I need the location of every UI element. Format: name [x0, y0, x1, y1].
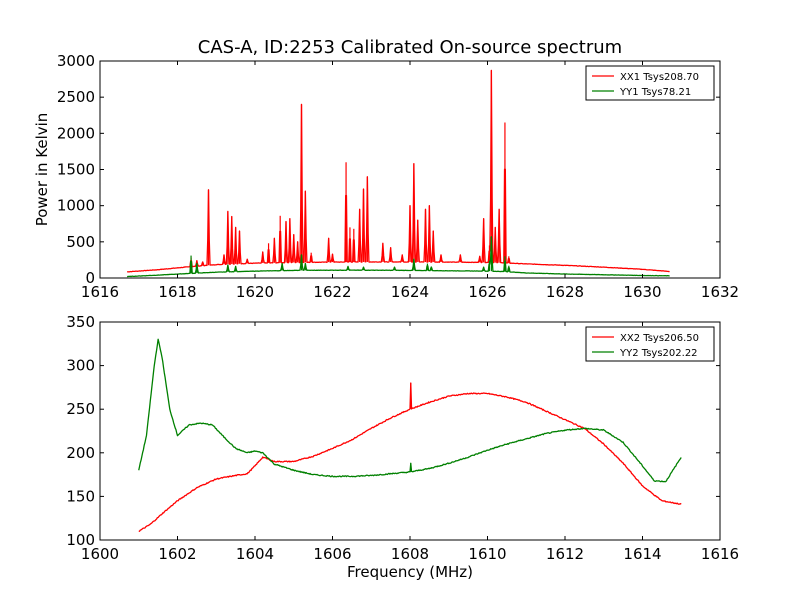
y-tick-label: 100 [66, 531, 95, 549]
bottom-panel: 1600 1602 1604 1606 1608 1610 1612 1614 1616 100 1… [66, 313, 739, 581]
legend-label-yy: YY1 Tsys78.21 [619, 87, 691, 98]
x-tick-label: 1612 [546, 545, 584, 563]
legend-label-xx: XX2 Tsys206.50 [620, 333, 699, 344]
chart-title: CAS-A, ID:2253 Calibrated On-source spec… [198, 37, 622, 58]
x-tick-label: 1602 [158, 545, 196, 563]
x-tick-label: 1632 [701, 283, 739, 301]
legend-box [585, 326, 715, 362]
y-tick-label: 2500 [57, 88, 95, 106]
y-tick-label: 0 [85, 269, 95, 287]
y-tick-label: 200 [66, 444, 95, 462]
y-tick-label: 300 [66, 357, 95, 375]
x-axis-label: Frequency (MHz) [347, 563, 473, 581]
y-axis-label: Power in Kelvin [33, 113, 51, 227]
y-tick-label: 2000 [57, 124, 95, 142]
x-tick-label: 1614 [623, 545, 661, 563]
x-tick-label: 1610 [468, 545, 506, 563]
x-tick-label: 1620 [236, 283, 274, 301]
series-line-yy [138, 338, 682, 483]
x-tick-label: 1608 [391, 545, 429, 563]
legend-label-yy: YY2 Tsys202.22 [619, 348, 698, 359]
y-tick-label: 150 [66, 487, 95, 505]
x-tick-label: 1622 [313, 283, 351, 301]
x-tick-label: 1600 [81, 545, 119, 563]
y-tick-label: 1000 [57, 197, 95, 215]
x-tick-label: 1616 [81, 283, 119, 301]
series-line-xx [127, 69, 670, 273]
y-tick-label: 350 [66, 313, 95, 331]
series-line-yy [127, 236, 670, 278]
x-tick-label: 1616 [701, 545, 739, 563]
y-tick-label: 500 [66, 233, 95, 251]
legend-box [585, 65, 715, 101]
x-tick-label: 1630 [623, 283, 661, 301]
x-tick-label: 1628 [546, 283, 584, 301]
x-tick-label: 1604 [236, 545, 274, 563]
x-tick-label: 1618 [158, 283, 196, 301]
x-tick-label: 1624 [391, 283, 429, 301]
top-panel: 1616 1618 1620 1622 1624 1626 1628 1630 1632 0 500… [33, 52, 739, 301]
legend: XX2 Tsys206.50 YY2 Tsys202.22 [585, 326, 715, 362]
series-line-xx [138, 382, 682, 533]
y-tick-label: 3000 [57, 52, 95, 70]
legend: XX1 Tsys208.70 YY1 Tsys78.21 [585, 65, 715, 101]
y-tick-label: 250 [66, 400, 95, 418]
legend-label-xx: XX1 Tsys208.70 [620, 72, 699, 83]
x-tick-label: 1606 [313, 545, 351, 563]
x-tick-label: 1626 [468, 283, 506, 301]
y-tick-label: 1500 [57, 161, 95, 179]
